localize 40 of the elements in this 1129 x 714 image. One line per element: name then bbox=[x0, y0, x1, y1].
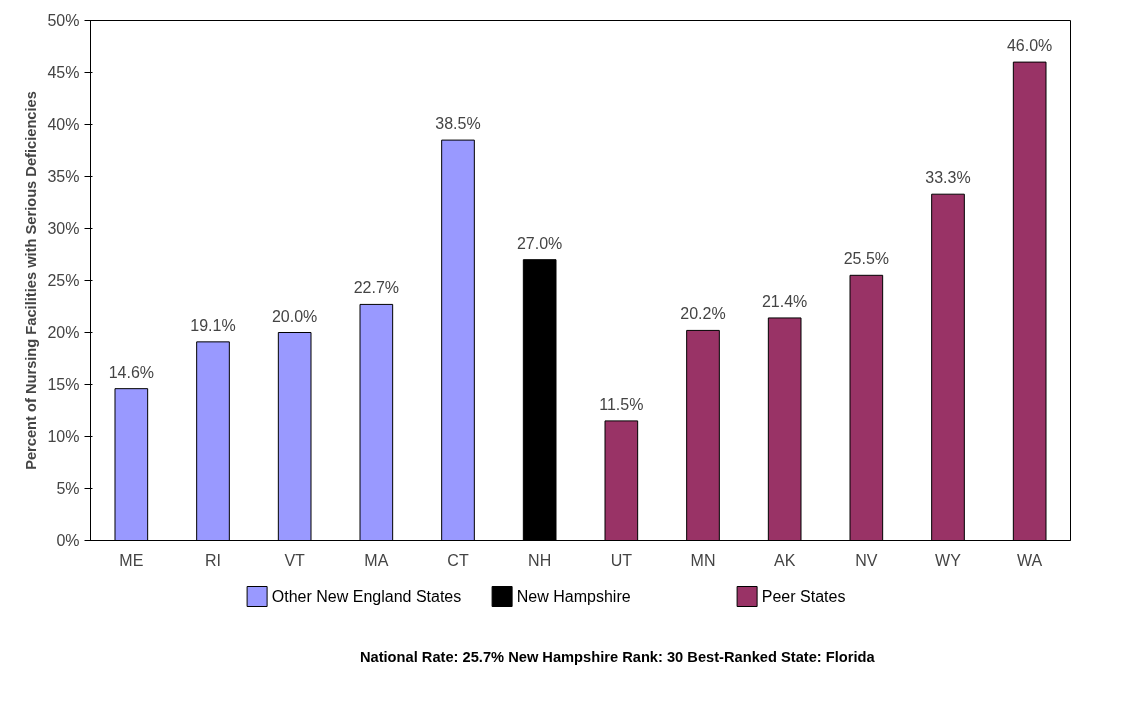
data-label: 14.6% bbox=[108, 363, 155, 381]
y-tick-label: 35% bbox=[47, 168, 80, 185]
y-tick-label: 5% bbox=[56, 480, 80, 497]
data-label: 46.0% bbox=[1006, 37, 1053, 55]
y-tick-label: 0% bbox=[56, 532, 80, 549]
x-tick-label: NH bbox=[528, 551, 552, 569]
x-tick-label: WA bbox=[1017, 551, 1043, 569]
data-label: 27.0% bbox=[516, 234, 563, 252]
y-tick-label: 10% bbox=[47, 428, 80, 445]
x-tick-label: VT bbox=[284, 551, 306, 569]
x-tick-label: UT bbox=[610, 551, 633, 569]
legend-label: Other New England States bbox=[271, 588, 462, 605]
legend-label: New Hampshire bbox=[516, 588, 631, 605]
y-axis-title: Percent of Nursing Facilities with Serious Deficiencies bbox=[23, 91, 40, 470]
x-tick-label: MA bbox=[364, 551, 389, 569]
x-tick-label: WY bbox=[935, 551, 962, 569]
data-label: 21.4% bbox=[761, 292, 808, 310]
data-label: 38.5% bbox=[435, 115, 481, 133]
data-label: 33.3% bbox=[925, 169, 971, 187]
data-label: 25.5% bbox=[843, 250, 890, 268]
x-tick-label: ME bbox=[119, 551, 144, 569]
data-label: 11.5% bbox=[599, 395, 644, 413]
y-tick-label: 20% bbox=[47, 324, 80, 341]
text: National Rate: 25.7% New Hampshire Rank: 30 Best-Ranked State: Florida bbox=[359, 648, 876, 665]
legend-label: Peer States bbox=[761, 588, 846, 605]
x-tick-label: RI bbox=[205, 551, 221, 569]
y-tick-label: 40% bbox=[47, 116, 80, 133]
y-tick-label: 45% bbox=[47, 64, 80, 81]
data-label: 20.0% bbox=[271, 307, 318, 325]
data-label: 22.7% bbox=[353, 279, 400, 297]
y-tick-label: 50% bbox=[47, 12, 80, 29]
x-tick-label: MN bbox=[690, 551, 716, 569]
x-tick-label: AK bbox=[773, 551, 796, 569]
x-tick-label: CT bbox=[447, 551, 469, 569]
y-tick-label: 30% bbox=[47, 220, 80, 237]
y-tick-label: 15% bbox=[47, 376, 80, 393]
data-label: 20.2% bbox=[680, 305, 726, 323]
x-tick-label: NV bbox=[855, 551, 878, 569]
y-tick-label: 25% bbox=[47, 272, 80, 289]
data-label: 19.1% bbox=[190, 316, 236, 334]
